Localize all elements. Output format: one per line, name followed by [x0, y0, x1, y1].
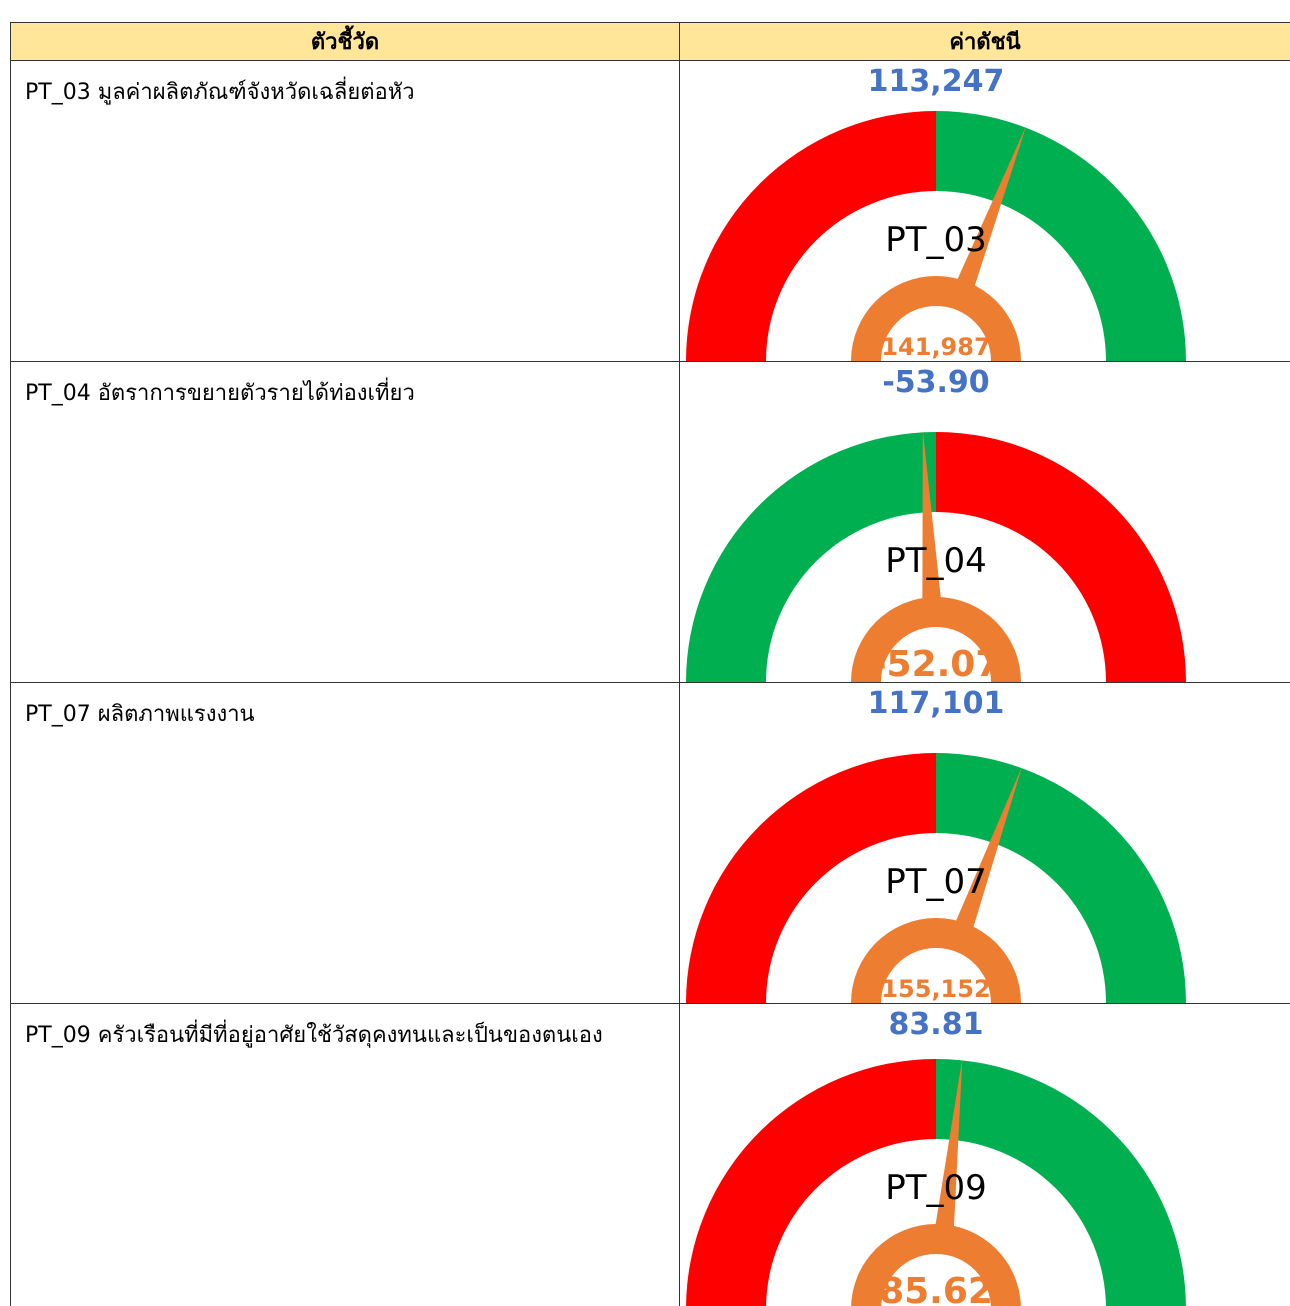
gauge-band [686, 432, 936, 682]
target-value: 155,152 [881, 975, 990, 1003]
header-cell: ตัวชี้วัด [10, 22, 680, 61]
gauge-cell: PT_03 113,247 141,987 [679, 60, 1290, 362]
table-row: PT_03 มูลค่าผลิตภัณฑ์จังหวัดเฉลี่ยต่อหัว… [10, 60, 1290, 362]
target-ring [851, 1224, 1021, 1306]
gauge-cell: PT_09 83.81 85.62 [679, 1003, 1290, 1306]
target-value: -52.07 [872, 644, 1001, 682]
gauge: PT_09 83.81 85.62 [686, 1007, 1186, 1306]
gauge-cell: PT_07 117,101 155,152 [679, 682, 1290, 1004]
header-row: ตัวชี้วัด ค่าดัชนี [10, 22, 1290, 61]
gauge: PT_03 113,247 141,987 [686, 64, 1186, 361]
table-row: PT_07 ผลิตภาพแรงงาน PT_07 117,101 155,152 [10, 682, 1290, 1004]
target-value: 141,987 [881, 333, 990, 361]
current-value: 113,247 [868, 64, 1005, 99]
header-cell: ค่าดัชนี [679, 22, 1290, 61]
gauge: PT_07 117,101 155,152 [686, 686, 1186, 1003]
gauge-band [686, 753, 936, 1003]
needle [951, 125, 1027, 300]
current-value: -53.90 [882, 365, 989, 400]
indicator-label: PT_04 อัตราการขยายตัวรายได้ท่องเที่ยว [10, 361, 680, 683]
indicator-label: PT_07 ผลิตภาพแรงงาน [10, 682, 680, 1004]
indicator-label: PT_03 มูลค่าผลิตภัณฑ์จังหวัดเฉลี่ยต่อหัว [10, 60, 680, 362]
gauge-band [686, 1059, 936, 1306]
gauge-label: PT_09 [885, 1168, 987, 1208]
gauge-label: PT_04 [885, 541, 987, 581]
indicator-label: PT_09 ครัวเรือนที่มีที่อยู่อาศัยใช้วัสดุ… [10, 1003, 680, 1306]
target-ring [851, 597, 1021, 682]
gauge-label: PT_03 [885, 220, 987, 260]
table-row: PT_04 อัตราการขยายตัวรายได้ท่องเที่ยว PT_… [10, 361, 1290, 683]
table-row: PT_09 ครัวเรือนที่มีที่อยู่อาศัยใช้วัสดุ… [10, 1003, 1290, 1306]
needle [950, 766, 1023, 941]
gauge-band [686, 111, 936, 361]
gauge-cell: PT_04 -53.90 -52.07 [679, 361, 1290, 683]
table-body: PT_03 มูลค่าผลิตภัณฑ์จังหวัดเฉลี่ยต่อหัว… [10, 60, 1290, 1306]
target-ring [851, 918, 1021, 1003]
indicator-table: ตัวชี้วัด ค่าดัชนี PT_03 มูลค่าผลิตภัณฑ์… [10, 22, 1290, 1306]
needle [922, 430, 943, 613]
gauge-label: PT_07 [885, 862, 987, 902]
needle [933, 1058, 963, 1241]
target-value: 85.62 [879, 1271, 993, 1306]
gauge-band [936, 753, 1186, 1003]
gauge: PT_04 -53.90 -52.07 [686, 365, 1186, 682]
gauge-band [936, 1059, 1186, 1306]
gauge-band [936, 111, 1186, 361]
target-ring [851, 276, 1021, 361]
gauge-band [936, 432, 1186, 682]
current-value: 83.81 [889, 1007, 984, 1042]
current-value: 117,101 [868, 686, 1005, 721]
